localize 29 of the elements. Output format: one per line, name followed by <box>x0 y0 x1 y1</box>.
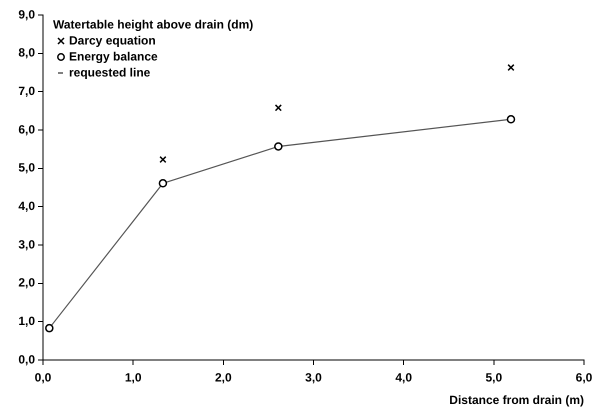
x-tick-label: 3,0 <box>305 370 322 385</box>
x-tick-label: 0,0 <box>34 370 52 385</box>
y-tick-label: 5,0 <box>18 160 36 175</box>
y-tick-label: 7,0 <box>18 84 36 98</box>
y-tick-label: 2,0 <box>18 276 36 290</box>
y-tick-label: 0,0 <box>18 352 36 366</box>
y-tick-label: 1,0 <box>18 314 36 328</box>
x-tick-label: 4,0 <box>395 370 412 385</box>
y-tick-label: 4,0 <box>18 198 36 213</box>
y-tick-label: 8,0 <box>18 46 36 60</box>
point <box>45 324 54 332</box>
x-tick-label: 1,0 <box>124 370 142 385</box>
point <box>506 115 516 124</box>
y-tick-label: 9,0 <box>18 7 36 22</box>
x-tick-label: 5,0 <box>485 370 502 385</box>
x-tick-label: 2,0 <box>214 370 232 385</box>
point <box>274 142 283 151</box>
legend-label: Darcy equation <box>69 33 156 48</box>
x-tick-label: 6,0 <box>576 370 593 385</box>
point <box>158 179 168 188</box>
x-axis-title: Distance from drain (m) <box>449 393 584 408</box>
point <box>274 104 282 112</box>
legend-label: requested line <box>69 65 151 80</box>
y-tick-label: 3,0 <box>18 237 36 252</box>
point <box>507 64 515 72</box>
y-axis-title: Watertable height above drain (dm) <box>53 17 254 32</box>
point <box>159 156 166 164</box>
legend-label: Energy balance <box>69 49 158 64</box>
y-tick-label: 6,0 <box>18 122 36 136</box>
